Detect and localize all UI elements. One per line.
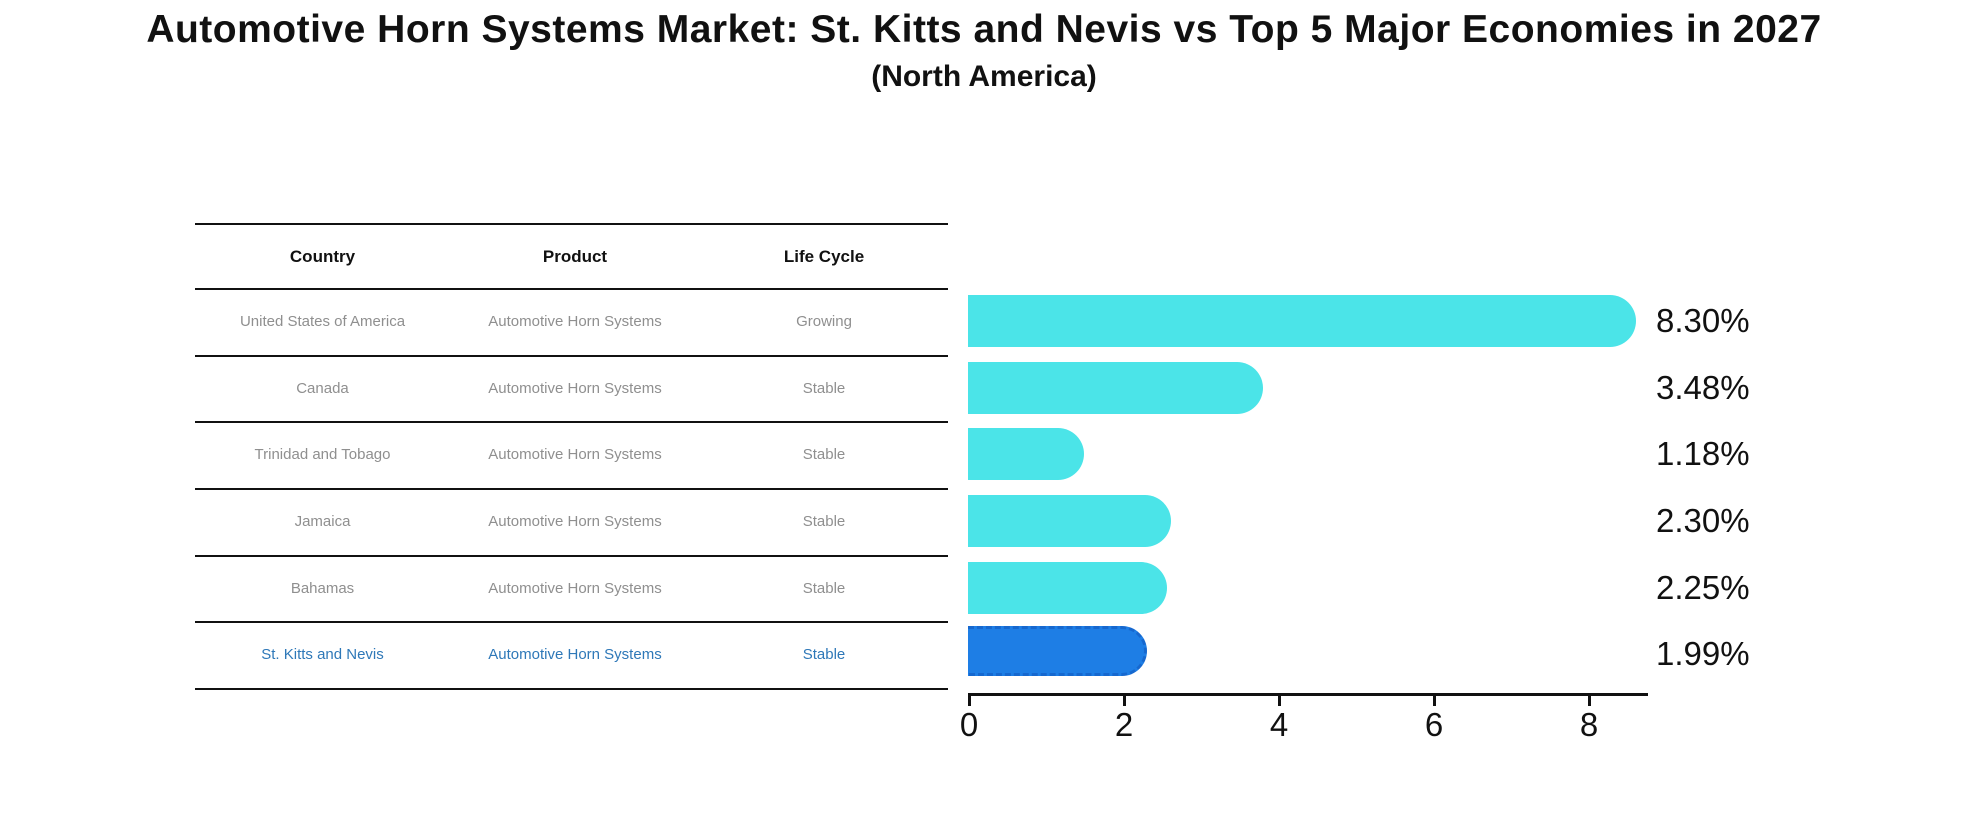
column-header-country: Country [289, 247, 356, 266]
column-header-lifecycle: Life Cycle [783, 247, 865, 266]
bar-value-label: 1.18% [1656, 435, 1750, 473]
cell-country: Canada [296, 379, 349, 397]
table-row: Canada Automotive Horn Systems Stable [195, 357, 948, 424]
x-axis-tick [1278, 696, 1281, 706]
cell-product: Automotive Horn Systems [488, 446, 662, 464]
table-header-row: Country Product Life Cycle [195, 225, 948, 290]
x-axis-tick-label: 8 [1579, 706, 1599, 743]
cell-product: Automotive Horn Systems [488, 313, 662, 330]
bar-row [968, 621, 1668, 688]
cell-lifecycle: Stable [802, 646, 846, 664]
column-header-product: Product [542, 247, 608, 266]
bar [968, 494, 1172, 547]
bar-row [968, 488, 1668, 555]
cell-country: United States of America [239, 313, 406, 330]
table-row: Bahamas Automotive Horn Systems Stable [195, 557, 948, 624]
x-axis-tick-label: 0 [959, 706, 979, 743]
cell-lifecycle: Stable [802, 579, 846, 597]
cell-lifecycle: Growing [796, 313, 852, 330]
x-axis-tick [1123, 696, 1126, 706]
chart-title: Automotive Horn Systems Market: St. Kitt… [146, 8, 1822, 51]
cell-lifecycle: Stable [802, 513, 846, 531]
bar [968, 428, 1085, 481]
bar-plot [968, 288, 1668, 688]
x-axis-tick-label: 2 [1114, 706, 1134, 743]
bar-row [968, 355, 1668, 422]
table-body: United States of America Automotive Horn … [195, 290, 948, 691]
bar-value-label: 8.30% [1656, 302, 1750, 339]
x-axis-line [968, 693, 1648, 696]
table-row: Jamaica Automotive Horn Systems Stable [195, 490, 948, 557]
x-axis-tick-label: 4 [1269, 706, 1289, 743]
cell-product: Automotive Horn Systems [488, 379, 662, 397]
cell-product: Automotive Horn Systems [488, 646, 662, 664]
x-axis-tick [968, 696, 971, 706]
table-row: Trinidad and Tobago Automotive Horn Syste… [195, 423, 948, 491]
bar-row [968, 288, 1668, 355]
bar-value-label: 2.30% [1656, 501, 1750, 539]
bar-row [968, 421, 1668, 488]
bar-row [968, 555, 1668, 622]
cell-lifecycle: Stable [802, 446, 846, 464]
bars-container [968, 288, 1668, 688]
bar [968, 561, 1168, 614]
cell-product: Automotive Horn Systems [488, 579, 662, 597]
x-axis-tick-label: 6 [1424, 706, 1444, 743]
cell-country: St. Kitts and Nevis [261, 646, 384, 664]
chart-subtitle: (North America) [871, 60, 1097, 93]
cell-country: Bahamas [290, 579, 355, 597]
bar [968, 361, 1263, 414]
data-table: Country Product Life Cycle United States… [195, 223, 948, 691]
x-axis-tick [1588, 696, 1591, 706]
cell-product: Automotive Horn Systems [488, 513, 662, 531]
cell-country: Trinidad and Tobago [254, 446, 391, 464]
bar [968, 295, 1637, 347]
cell-country: Jamaica [294, 513, 351, 531]
cell-lifecycle: Stable [802, 379, 846, 397]
bar-value-label: 3.48% [1656, 368, 1750, 406]
bar-value-label: 1.99% [1656, 635, 1750, 673]
table-row: United States of America Automotive Horn … [195, 290, 948, 357]
bar-highlighted [968, 626, 1148, 677]
bar-value-label: 2.25% [1656, 568, 1750, 606]
table-row: St. Kitts and Nevis Automotive Horn Syste… [195, 623, 948, 691]
x-axis-tick [1433, 696, 1436, 706]
